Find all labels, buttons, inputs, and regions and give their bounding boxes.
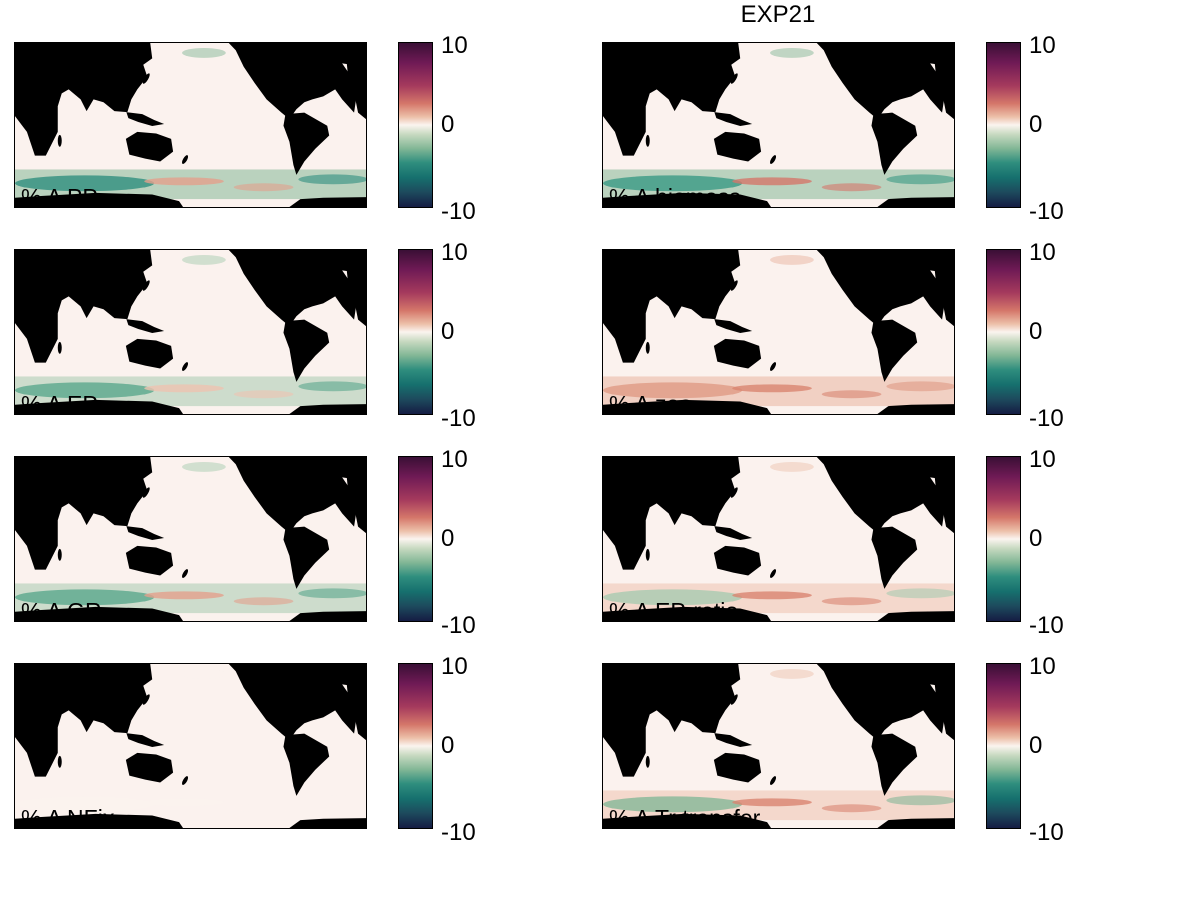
colorbar-tick-label: 0	[441, 318, 455, 345]
anomaly-patch	[770, 47, 814, 58]
map-field	[15, 250, 366, 414]
panel-label: % Δ GR	[21, 598, 102, 622]
map-field	[15, 664, 366, 828]
colorbar	[986, 249, 1021, 415]
anomaly-patch	[233, 597, 294, 606]
colorbar-tick-label: -10	[1029, 405, 1064, 432]
anomaly-patch	[732, 177, 812, 186]
anomaly-patch	[603, 589, 743, 606]
colorbar-tick-label: 10	[1029, 32, 1056, 59]
colorbar-tick-label: 10	[441, 446, 468, 473]
map-field	[603, 43, 954, 207]
anomaly-patch	[821, 804, 882, 813]
anomaly-patch	[15, 589, 155, 606]
map-panel: % Δ NFix	[14, 663, 367, 829]
panel-label: % Δ EP-ratio	[609, 598, 739, 622]
anomaly-patch	[770, 668, 814, 679]
colorbar	[398, 663, 433, 829]
colorbar-tick-label: -10	[1029, 198, 1064, 225]
anomaly-patch	[144, 591, 224, 600]
panel-label: % Δ biomass	[609, 184, 741, 208]
colorbar-tick-label: 10	[1029, 653, 1056, 680]
anomaly-patch	[732, 798, 812, 807]
anomaly-patch	[886, 795, 954, 806]
anomaly-patch	[144, 798, 224, 807]
anomaly-patch	[298, 174, 366, 185]
colorbar-tick-label: -10	[441, 819, 476, 846]
colorbar-tick-label: -10	[1029, 819, 1064, 846]
colorbar	[398, 456, 433, 622]
map-panel: % Δ biomass	[602, 42, 955, 208]
panel-label: % Δ Tr transfer	[609, 805, 761, 829]
panel-label: % Δ zoo	[609, 391, 693, 415]
anomaly-patch	[233, 390, 294, 399]
colorbar-tick-label: -10	[441, 198, 476, 225]
colorbar-tick-label: 0	[1029, 732, 1043, 759]
figure-title: EXP21	[740, 1, 816, 28]
colorbar-tick-label: 10	[1029, 446, 1056, 473]
colorbar-tick-label: 0	[1029, 318, 1043, 345]
map-panel: % Δ zoo	[602, 249, 955, 415]
anomaly-patch	[298, 588, 366, 599]
colorbar	[986, 456, 1021, 622]
map-panel: % Δ PP	[14, 42, 367, 208]
anomaly-patch	[886, 381, 954, 392]
anomaly-patch	[182, 254, 226, 265]
colorbar-tick-label: 10	[441, 239, 468, 266]
anomaly-patch	[821, 183, 882, 192]
anomaly-patch	[15, 382, 155, 399]
anomaly-patch	[144, 177, 224, 186]
anomaly-patch	[15, 796, 155, 813]
colorbar	[986, 42, 1021, 208]
map-field	[603, 457, 954, 621]
colorbar-tick-label: 10	[1029, 239, 1056, 266]
map-field	[15, 43, 366, 207]
anomaly-patch	[770, 254, 814, 265]
anomaly-patch	[15, 175, 155, 192]
anomaly-patch	[886, 588, 954, 599]
colorbar-tick-label: -10	[441, 405, 476, 432]
anomaly-patch	[182, 47, 226, 58]
panel-label: % Δ NFix	[21, 805, 115, 829]
anomaly-patch	[603, 382, 743, 399]
map-panel: % Δ EP-ratio	[602, 456, 955, 622]
anomaly-patch	[770, 461, 814, 472]
map-panel: % Δ GR	[14, 456, 367, 622]
anomaly-patch	[182, 668, 226, 679]
map-panel: % Δ Tr transfer	[602, 663, 955, 829]
anomaly-patch	[821, 390, 882, 399]
colorbar	[986, 663, 1021, 829]
map-field	[603, 250, 954, 414]
colorbar-tick-label: 10	[441, 653, 468, 680]
anomaly-patch	[886, 174, 954, 185]
colorbar	[398, 42, 433, 208]
anomaly-patch	[732, 591, 812, 600]
anomaly-patch	[233, 183, 294, 192]
colorbar-tick-label: 0	[441, 111, 455, 138]
colorbar-tick-label: -10	[1029, 612, 1064, 639]
anomaly-patch	[233, 804, 294, 813]
anomaly-patch	[182, 461, 226, 472]
colorbar-tick-label: 0	[441, 732, 455, 759]
colorbar	[398, 249, 433, 415]
colorbar-tick-label: 0	[441, 525, 455, 552]
map-field	[15, 457, 366, 621]
colorbar-tick-label: 10	[441, 32, 468, 59]
anomaly-patch	[298, 795, 366, 806]
colorbar-tick-label: -10	[441, 612, 476, 639]
anomaly-patch	[732, 384, 812, 393]
anomaly-patch	[603, 175, 743, 192]
anomaly-patch	[144, 384, 224, 393]
anomaly-patch	[603, 796, 743, 813]
anomaly-patch	[821, 597, 882, 606]
map-panel: % Δ EP	[14, 249, 367, 415]
anomaly-patch	[298, 381, 366, 392]
colorbar-tick-label: 0	[1029, 111, 1043, 138]
panel-label: % Δ EP	[21, 391, 98, 415]
panel-label: % Δ PP	[21, 184, 98, 208]
colorbar-tick-label: 0	[1029, 525, 1043, 552]
map-field	[603, 664, 954, 828]
